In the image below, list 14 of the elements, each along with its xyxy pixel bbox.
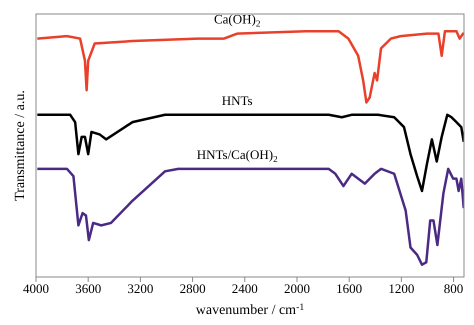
x-tick-label: 2800 — [180, 281, 206, 296]
x-tick-label: 800 — [444, 281, 464, 296]
series-label: HNTs/Ca(OH)$_{2}$ — [196, 146, 278, 164]
x-tick-label: 3200 — [127, 281, 154, 296]
x-axis-title: wavenumber / cm$^{-1}$ — [196, 302, 304, 318]
x-tick-label: 1200 — [388, 281, 414, 296]
x-tick-label: 2400 — [232, 281, 258, 296]
x-tick-label: 1600 — [336, 281, 362, 296]
series-label: HNTs — [222, 92, 253, 108]
y-axis-title: Transmittance / a.u. — [13, 90, 28, 201]
x-tick-label: 3600 — [75, 281, 102, 296]
x-tick-label: 2000 — [284, 281, 310, 296]
x-tick-label: 4000 — [23, 281, 49, 296]
series-label: Ca(OH)$_{2}$ — [214, 12, 261, 29]
